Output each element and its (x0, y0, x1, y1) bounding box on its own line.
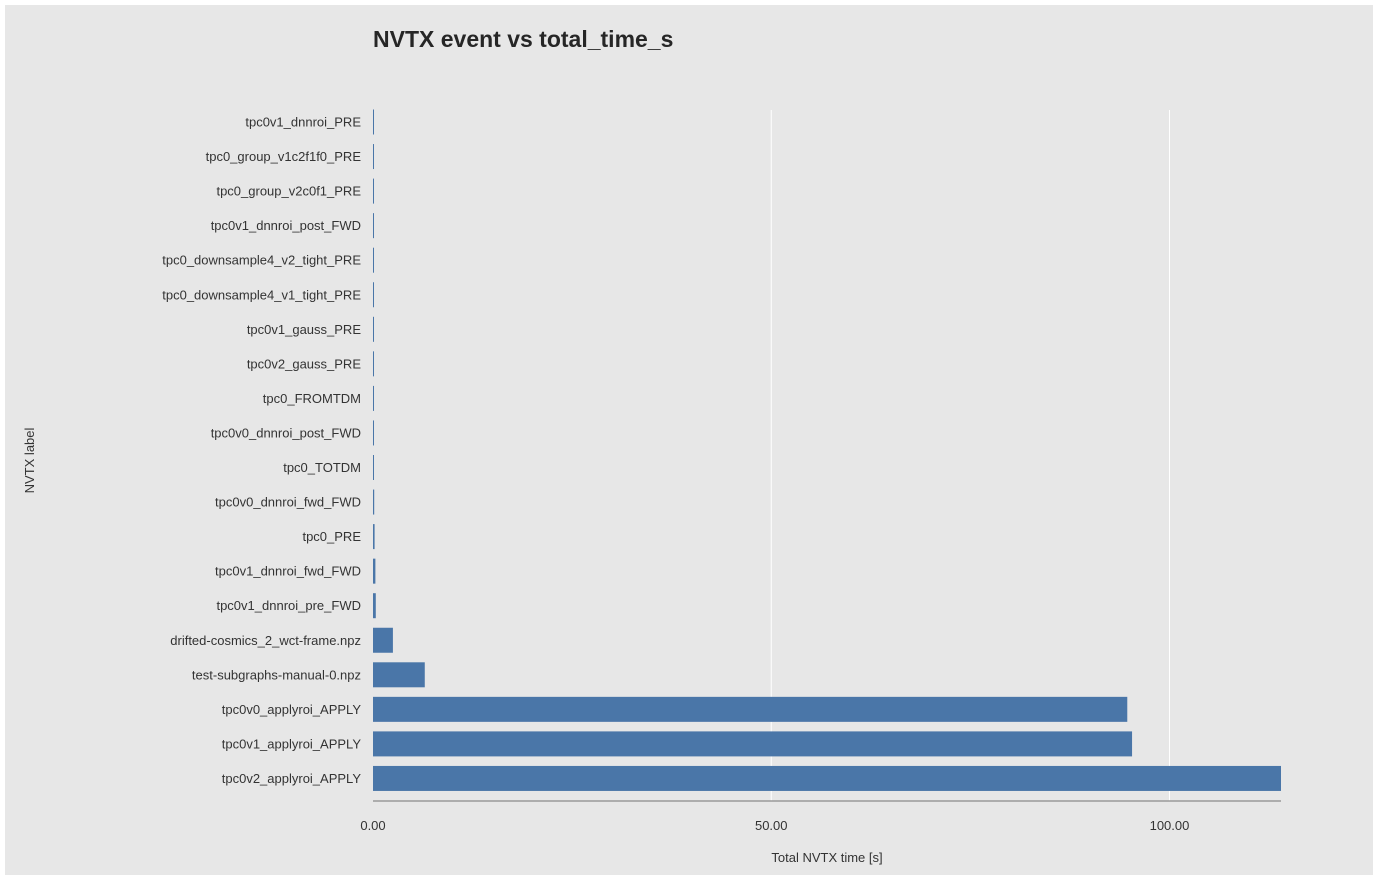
y-axis-title: NVTX label (22, 427, 37, 493)
category-label: tpc0v0_dnnroi_post_FWD (211, 425, 361, 440)
bar (373, 731, 1133, 757)
bar (373, 316, 374, 342)
category-label: tpc0_PRE (302, 529, 361, 544)
bar (373, 282, 374, 308)
category-label: drifted-cosmics_2_wct-frame.npz (170, 633, 361, 648)
x-tick-label: 0.00 (360, 818, 385, 833)
category-label: tpc0_downsample4_v2_tight_PRE (162, 253, 361, 268)
chart-title: NVTX event vs total_time_s (373, 26, 674, 52)
x-tick-labels: 0.00 50.00 100.00 (360, 818, 1189, 833)
bar (373, 455, 374, 480)
bar (373, 627, 393, 653)
bar (373, 213, 374, 239)
bar (373, 696, 1128, 722)
bar (373, 420, 374, 446)
category-label: tpc0v1_gauss_PRE (247, 322, 362, 337)
category-label: tpc0v2_applyroi_APPLY (222, 771, 362, 786)
category-label: test-subgraphs-manual-0.npz (192, 667, 361, 682)
x-axis-title: Total NVTX time [s] (771, 850, 882, 865)
bar (373, 178, 374, 204)
category-label: tpc0_TOTDM (283, 460, 361, 475)
category-label: tpc0v1_dnnroi_PRE (245, 115, 361, 130)
bar (373, 593, 376, 619)
category-label: tpc0_FROMTDM (263, 391, 361, 406)
category-label: tpc0v1_applyroi_APPLY (222, 736, 362, 751)
bar (373, 662, 425, 688)
bar (373, 351, 374, 377)
bar (373, 247, 374, 273)
bar (373, 385, 374, 411)
bar (373, 109, 374, 135)
bar (373, 144, 374, 170)
category-label: tpc0_group_v2c0f1_PRE (216, 184, 361, 199)
chart-background (5, 5, 1373, 875)
bar (373, 489, 375, 515)
bars (373, 109, 1281, 791)
category-label: tpc0v1_dnnroi_post_FWD (211, 218, 361, 233)
category-label: tpc0_downsample4_v1_tight_PRE (162, 287, 361, 302)
grid-lines (770, 110, 1170, 801)
bar (373, 765, 1281, 791)
category-label: tpc0v0_applyroi_APPLY (222, 702, 362, 717)
category-label: tpc0v1_dnnroi_pre_FWD (216, 598, 361, 613)
category-labels: tpc0v1_dnnroi_PRE tpc0_group_v1c2f1f0_PRE… (162, 115, 361, 786)
category-label: tpc0v1_dnnroi_fwd_FWD (215, 564, 361, 579)
category-label: tpc0_group_v1c2f1f0_PRE (206, 149, 362, 164)
category-label: tpc0v0_dnnroi_fwd_FWD (215, 495, 361, 510)
category-label: tpc0v2_gauss_PRE (247, 356, 362, 371)
bar (373, 524, 375, 550)
x-tick-label: 50.00 (755, 818, 788, 833)
x-tick-label: 100.00 (1150, 818, 1190, 833)
bar (373, 558, 376, 584)
